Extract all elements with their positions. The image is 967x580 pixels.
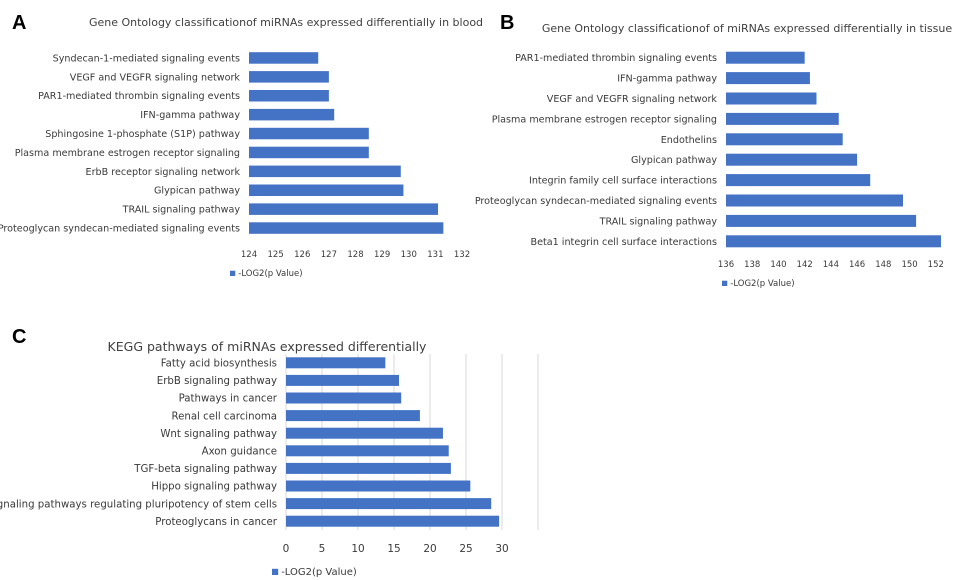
chart-3-bar bbox=[286, 462, 451, 474]
chart-1-category-label: Glypican pathway bbox=[154, 186, 240, 197]
chart-1-tick-label: 132 bbox=[454, 250, 470, 260]
chart-2-bar bbox=[726, 153, 858, 166]
chart-3-category-label: ErbB signaling pathway bbox=[157, 376, 277, 387]
chart-2-tick-label: 148 bbox=[875, 260, 891, 270]
chart-1-category-label: PAR1-mediated thrombin signaling events bbox=[38, 91, 240, 102]
chart-1-bar bbox=[249, 146, 369, 159]
chart-2-bar bbox=[726, 72, 810, 85]
chart-2-category-label: TRAIL signaling pathway bbox=[599, 216, 718, 227]
chart-3-bar bbox=[286, 410, 420, 422]
chart-2-tick-label: 152 bbox=[928, 260, 944, 270]
chart-3-bar bbox=[286, 515, 500, 527]
chart-3-tick-label: 20 bbox=[423, 543, 436, 555]
chart-2-category-label: VEGF and VEGFR signaling network bbox=[547, 94, 718, 105]
chart-3-bar bbox=[286, 445, 449, 457]
chart-3-category-label: Axon guidance bbox=[202, 446, 277, 457]
chart-3-bar bbox=[286, 392, 402, 404]
chart-1-category-label: Plasma membrane estrogen receptor signal… bbox=[15, 148, 240, 159]
chart-2-category-label: Proteoglycan syndecan-mediated signaling… bbox=[475, 196, 717, 207]
chart-1-bar bbox=[249, 52, 319, 64]
chart-3-tick-label: 5 bbox=[319, 543, 326, 555]
chart-3-category-label: Pathways in cancer bbox=[179, 394, 278, 405]
chart-2-bar bbox=[726, 214, 917, 227]
chart-1-category-label: Syndecan-1-mediated signaling events bbox=[53, 53, 240, 64]
chart-2-tick-label: 136 bbox=[718, 260, 734, 270]
chart-2-title: Gene Ontology classificationof of miRNAs… bbox=[542, 22, 953, 35]
chart-2-bar bbox=[726, 112, 839, 125]
chart-1-bar bbox=[249, 71, 329, 83]
chart-3-legend-label: -LOG2(p Value) bbox=[281, 567, 357, 578]
chart-3-category-label: Renal cell carcinoma bbox=[171, 411, 277, 422]
chart-1-tick-label: 124 bbox=[241, 250, 257, 260]
chart-3-category-label: TGF-beta signaling pathway bbox=[133, 464, 277, 475]
chart-3-tick-label: 15 bbox=[387, 543, 400, 555]
chart-3-category-label: Wnt signaling pathway bbox=[160, 429, 277, 440]
chart-2-tick-label: 150 bbox=[901, 260, 917, 270]
chart-1-bar bbox=[249, 127, 369, 140]
chart-3-category-label: Proteoglycans in cancer bbox=[155, 517, 278, 528]
chart-3-bar bbox=[286, 498, 492, 510]
chart-2-category-label: IFN-gamma pathway bbox=[617, 74, 717, 85]
chart-2-tick-label: 146 bbox=[849, 260, 865, 270]
chart-3-tick-label: 30 bbox=[495, 543, 508, 555]
chart-2-tick-label: 142 bbox=[797, 260, 813, 270]
chart-3-tick-label: 10 bbox=[351, 543, 364, 555]
chart-2-category-label: Endothelins bbox=[661, 135, 717, 146]
chart-2-bar bbox=[726, 133, 843, 146]
chart-1-bar bbox=[249, 184, 404, 196]
chart-1-bar bbox=[249, 165, 401, 178]
chart-3-tick-label: 0 bbox=[283, 543, 290, 555]
chart-2-bar bbox=[726, 194, 903, 207]
chart-2-bar bbox=[726, 235, 942, 248]
chart-2-category-label: Glypican pathway bbox=[631, 155, 717, 166]
chart-3-tick-label: 25 bbox=[459, 543, 472, 555]
chart-1-tick-label: 129 bbox=[374, 250, 390, 260]
chart-1-tick-label: 128 bbox=[347, 250, 363, 260]
chart-2-bar bbox=[726, 92, 817, 105]
chart-1-title: Gene Ontology classificationof miRNAs ex… bbox=[89, 16, 483, 29]
chart-1-category-label: VEGF and VEGFR signaling network bbox=[70, 72, 241, 83]
panel-letter-b: B bbox=[500, 12, 515, 34]
chart-2-tick-label: 138 bbox=[744, 260, 760, 270]
chart-1-tick-label: 126 bbox=[294, 250, 310, 260]
chart-1-tick-label: 127 bbox=[321, 250, 337, 260]
chart-3-bar bbox=[286, 427, 443, 439]
chart-3-category-label: Fatty acid biosynthesis bbox=[161, 358, 277, 369]
chart-1-bar bbox=[249, 222, 444, 234]
chart-3-legend-swatch bbox=[272, 568, 279, 575]
chart-1-bar bbox=[249, 203, 439, 215]
chart-2-category-label: PAR1-mediated thrombin signaling events bbox=[515, 53, 717, 64]
chart-1-tick-label: 130 bbox=[401, 250, 417, 260]
chart-3-title: KEGG pathways of miRNAs expressed differ… bbox=[108, 339, 428, 354]
chart-2-category-label: Beta1 integrin cell surface interactions bbox=[531, 237, 717, 248]
chart-1-category-label: Sphingosine 1-phosphate (S1P) pathway bbox=[45, 129, 240, 140]
chart-2-bar bbox=[726, 51, 805, 64]
chart-1-category-label: Proteoglycan syndecan-mediated signaling… bbox=[0, 224, 240, 235]
panel-letter-a: A bbox=[12, 12, 27, 34]
chart-1-category-label: IFN-gamma pathway bbox=[140, 110, 240, 121]
chart-2-tick-label: 140 bbox=[770, 260, 786, 270]
chart-2-category-label: Integrin family cell surface interaction… bbox=[529, 176, 717, 187]
chart-2-category-label: Plasma membrane estrogen receptor signal… bbox=[492, 114, 717, 125]
chart-1-tick-label: 125 bbox=[268, 250, 284, 260]
chart-1-legend-label: -LOG2(p Value) bbox=[238, 269, 302, 279]
chart-2-tick-label: 144 bbox=[823, 260, 839, 270]
chart-3-category-label: Hippo signaling pathway bbox=[151, 482, 277, 493]
chart-1-bar bbox=[249, 108, 335, 121]
chart-3-bar bbox=[286, 374, 400, 386]
chart-3-category-label: Signaling pathways regulating pluripoten… bbox=[0, 499, 277, 510]
chart-2-bar bbox=[726, 174, 871, 187]
chart-1-legend-swatch bbox=[230, 270, 236, 276]
chart-1-category-label: TRAIL signaling pathway bbox=[122, 205, 241, 216]
chart-3-bar bbox=[286, 357, 386, 369]
panel-letter-c: C bbox=[12, 326, 27, 348]
chart-1-tick-label: 131 bbox=[427, 250, 443, 260]
chart-1-category-label: ErbB receptor signaling network bbox=[86, 167, 241, 178]
chart-3-bar bbox=[286, 480, 471, 492]
chart-1-bar bbox=[249, 90, 329, 102]
chart-2-legend-label: -LOG2(p Value) bbox=[730, 279, 794, 289]
chart-2-legend-swatch bbox=[722, 280, 728, 286]
